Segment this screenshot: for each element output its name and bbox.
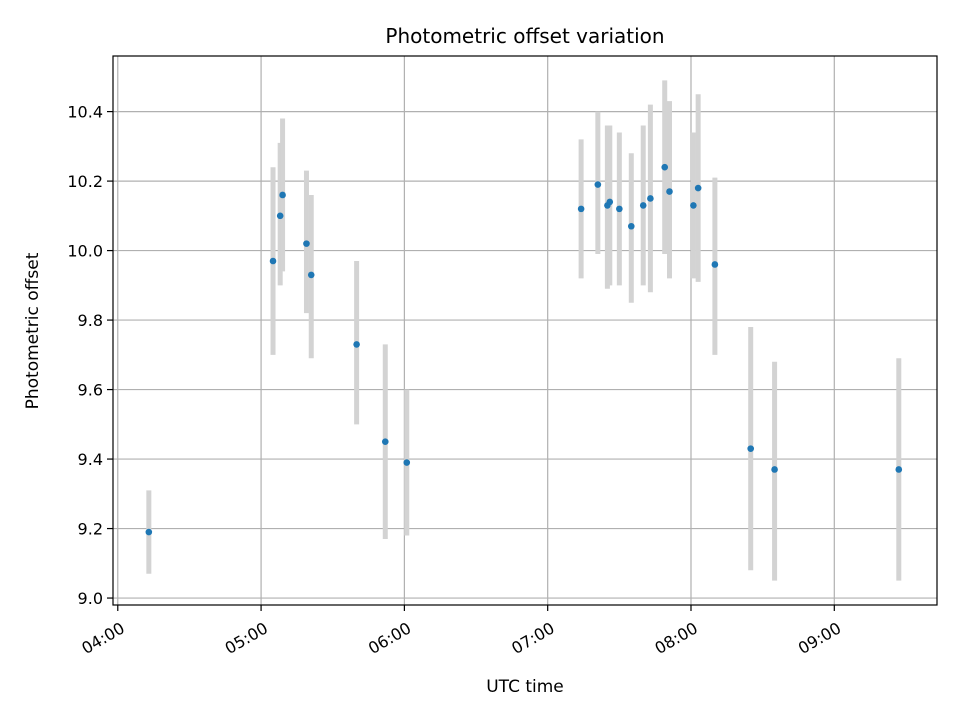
data-point: [403, 459, 411, 466]
data-point: [616, 205, 623, 213]
data-point: [279, 191, 286, 199]
x-axis-label: UTC time: [486, 677, 564, 697]
y-tick-label: 10.2: [67, 172, 103, 191]
y-tick-label: 9.8: [78, 311, 103, 330]
data-point: [639, 202, 647, 209]
data-point: [661, 163, 669, 171]
data-point: [666, 188, 673, 195]
y-tick-label: 9.2: [78, 520, 103, 539]
data-point: [647, 195, 654, 202]
chart-title: Photometric offset variation: [385, 24, 664, 48]
grid: [113, 56, 937, 605]
data-point: [276, 212, 284, 220]
y-tick-label: 10.0: [67, 242, 103, 261]
data-point: [606, 198, 614, 206]
data-point: [303, 240, 310, 247]
data-point: [594, 181, 602, 188]
data-point: [747, 445, 755, 452]
data-point: [895, 466, 903, 473]
plot-frame: [112, 55, 938, 606]
data-point: [690, 202, 697, 209]
y-axis: 9.0 9.2 9.4 9.6 9.8 10.0 10.2 10.4: [67, 103, 113, 608]
y-axis-label: Photometric offset: [23, 252, 43, 409]
data-point: [269, 257, 277, 265]
data-point: [711, 261, 719, 268]
y-tick-label: 9.4: [78, 450, 103, 469]
data-point: [694, 184, 702, 192]
data-point: [627, 222, 635, 230]
y-tick-label: 9.6: [78, 381, 103, 400]
data-point: [577, 205, 585, 213]
y-tick-label: 10.4: [67, 103, 103, 122]
data-point: [307, 271, 315, 279]
data-point: [771, 466, 778, 473]
data-point: [353, 341, 360, 348]
data-points: [145, 163, 903, 536]
data-point: [381, 438, 389, 445]
y-tick-label: 9.0: [78, 589, 103, 608]
data-point: [145, 528, 153, 536]
